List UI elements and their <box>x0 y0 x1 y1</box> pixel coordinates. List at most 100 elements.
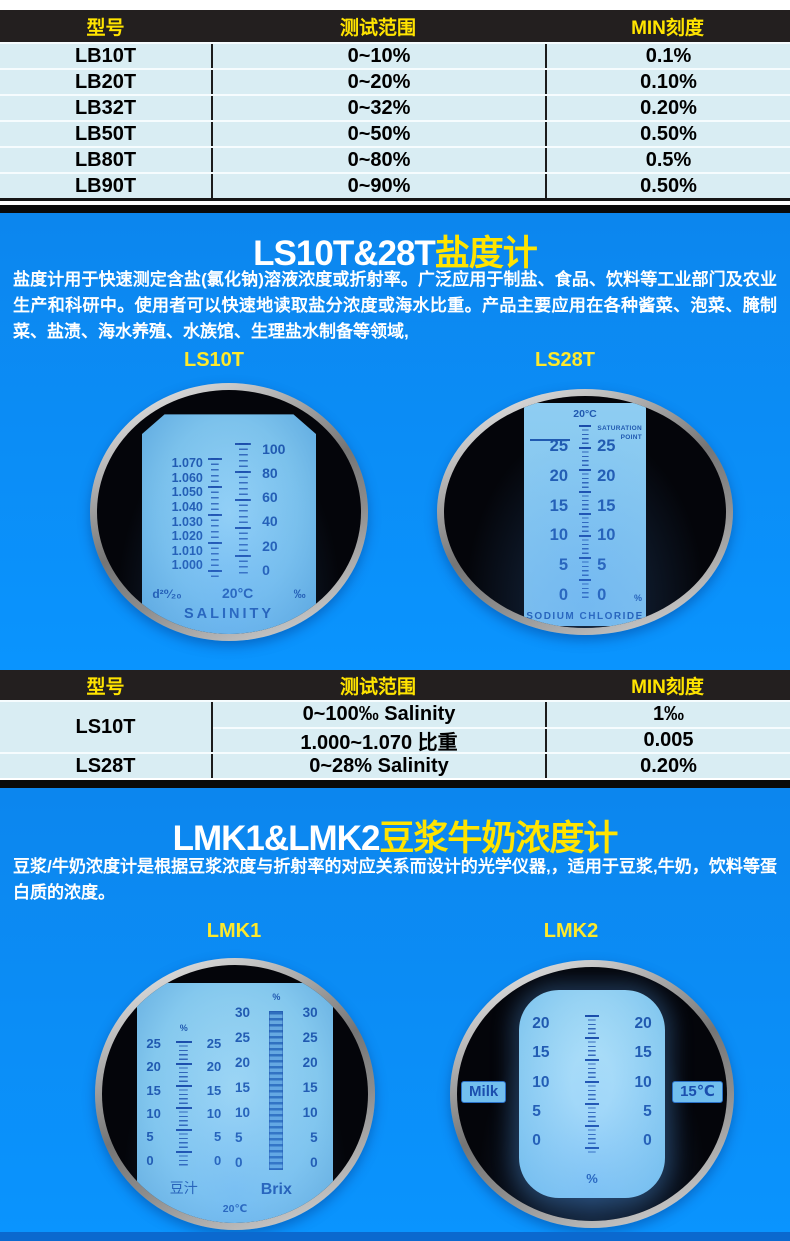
section-salinity-description: 盐度计用于快速测定含盐(氯化钠)溶液浓度或折射率。广泛应用于制盐、食品、饮料等工… <box>13 270 777 341</box>
table1-header-row: 型号 测试范围 MIN刻度 <box>0 10 790 42</box>
cell-range: 0~50% <box>211 122 545 146</box>
ls-series-spec-table: 型号 测试范围 MIN刻度 LS10T 0~100‰ Salinity 1‰ 1… <box>0 670 790 781</box>
title-product-text: 盐度计 <box>434 234 538 273</box>
scale-row: 20 20 <box>235 1055 318 1070</box>
scale-value: 25 <box>146 1035 161 1051</box>
scale-ticks <box>175 1041 193 1168</box>
section-milk-title: LMK1&LMK2豆浆牛奶浓度计 <box>0 810 790 861</box>
eyepiece-lens: 20°C SATURATION POINT 25 20 15 10 5 0 25 20 15 1… <box>444 396 726 628</box>
scale-tick-bar <box>268 1011 283 1171</box>
reticle-ls10t: 1.070 1.060 1.050 1.040 1.030 1.020 1.010 1.000… <box>90 383 368 641</box>
scale-value: 1.000 <box>171 558 203 573</box>
scale-row: 0 0 <box>235 1155 318 1170</box>
scale-row: 15 15 <box>235 1080 318 1095</box>
scale-value: 20 <box>549 467 569 486</box>
scale-value: 0 <box>597 585 607 604</box>
scale-value: 15 <box>235 1079 251 1095</box>
cell-model: LB80T <box>74 148 137 171</box>
lmk1-left-rows: 25 25 20 20 15 15 10 10 <box>146 1036 221 1168</box>
spec-subrow: 0~100‰ Salinity 1‰ <box>213 702 790 727</box>
cell-min: 0.5% <box>545 148 790 172</box>
reticle-lmk1: % 25 25 20 20 15 15 <box>95 958 375 1230</box>
cell-min: 0.005 <box>545 729 790 752</box>
black-divider-bar <box>0 780 790 788</box>
soy-juice-caption: 豆汁 <box>169 1179 198 1196</box>
scale-row: 15 15 <box>532 1044 652 1062</box>
title-product-text: 豆浆牛奶浓度计 <box>379 819 618 858</box>
scale-value: 1.070 <box>171 456 203 471</box>
cell-model: LB20T <box>74 70 137 93</box>
lmk1-left-scale: % 25 25 20 20 15 15 <box>146 1023 221 1168</box>
reticle-label-ls28t: LS28T <box>534 349 596 371</box>
cell-range: 0~10% <box>211 44 545 68</box>
scale-value: 1.030 <box>171 514 203 529</box>
cell-min: 0.50% <box>545 174 790 198</box>
lmk1-right-scale: % 30 30 25 25 20 20 <box>235 992 318 1171</box>
scale-value: 40 <box>262 513 278 530</box>
scale-value: 20 <box>302 1054 318 1070</box>
scale-value: 30 <box>235 1004 251 1020</box>
scale-row: 10 10 <box>146 1106 221 1121</box>
scale-value: 80 <box>262 464 278 481</box>
density-symbol: d²⁰⁄₂₀ <box>152 587 182 602</box>
ls10t-footnote-row: d²⁰⁄₂₀ 20°C ‰ <box>152 585 305 601</box>
scale-value: 15 <box>634 1044 652 1062</box>
scale-row: 20 20 <box>146 1059 221 1074</box>
table1-header-range: 测试范围 <box>339 17 416 39</box>
scale-value: 10 <box>634 1073 652 1091</box>
cell-model: LS10T <box>75 715 136 738</box>
eyepiece-lens: 20 20 15 15 10 10 5 5 0 <box>457 967 727 1221</box>
title-model-text: LS10T&28T <box>253 234 436 273</box>
ls28t-left-scale-labels: 25 20 15 10 5 0 <box>530 437 568 604</box>
cell-range: 0~100‰ Salinity <box>302 703 456 725</box>
table-row-ls10t: LS10T 0~100‰ Salinity 1‰ 1.000~1.070 比重 … <box>0 700 790 754</box>
scale-value: 0 <box>532 1132 541 1150</box>
scale-value: 20 <box>206 1059 222 1075</box>
cell-min: 1‰ <box>545 702 790 727</box>
reticle-ls28t: 20°C SATURATION POINT 25 20 15 10 5 0 25 20 15 1… <box>437 389 733 635</box>
eyepiece-lens: % 25 25 20 20 15 15 <box>102 965 368 1223</box>
table2-header-range: 测试范围 <box>339 676 416 698</box>
scale-value: 5 <box>532 1102 541 1120</box>
scale-value: 5 <box>558 555 569 574</box>
scale-value: 0 <box>213 1152 222 1168</box>
section-salinity: LS10T&28T盐度计 盐度计用于快速测定含盐(氯化钠)溶液浓度或折射率。广泛… <box>0 213 790 670</box>
scale-value: 20 <box>634 1014 652 1032</box>
scale-value: 5 <box>310 1130 318 1146</box>
cell-range: 0~90% <box>211 174 545 198</box>
percent-unit: % <box>272 991 281 1002</box>
cell-model: LB50T <box>74 122 137 145</box>
milk-badge: Milk <box>461 1081 507 1104</box>
cell-min: 0.20% <box>545 754 790 778</box>
ls28t-scale-panel: 20°C SATURATION POINT 25 20 15 10 5 0 25 20 15 1… <box>524 402 646 626</box>
scale-value: 1.050 <box>171 485 203 500</box>
table-row: LB90T 0~90% 0.50% <box>0 172 790 198</box>
reticle-label-lmk1: LMK1 <box>206 920 262 942</box>
scale-value: 1.040 <box>171 499 203 514</box>
scale-row: 5 5 <box>532 1103 652 1121</box>
permille-unit: ‰ <box>293 587 306 602</box>
scale-value: 20 <box>532 1014 550 1032</box>
scale-value: 25 <box>302 1029 318 1045</box>
table2-header-model: 型号 <box>86 676 125 698</box>
scale-row: 20 20 <box>532 1015 652 1033</box>
scale-row: 25 25 <box>235 1030 318 1045</box>
cell-min: 0.20% <box>545 96 790 120</box>
cell-range: 0~28% Salinity <box>211 754 545 778</box>
section-milk-description: 豆浆/牛奶浓度计是根据豆浆浓度与折射率的对应关系而设计的光学仪器,，适用于豆浆,… <box>13 857 777 902</box>
scale-value: 0 <box>262 561 270 578</box>
scale-row: 5 5 <box>146 1129 221 1144</box>
scale-value: 20 <box>262 537 278 554</box>
cell-range: 1.000~1.070 比重 <box>300 732 458 754</box>
table2-body: LS10T 0~100‰ Salinity 1‰ 1.000~1.070 比重 … <box>0 700 790 781</box>
title-model-text: LMK1&LMK2 <box>172 819 381 858</box>
table-row-ls28t: LS28T 0~28% Salinity 0.20% <box>0 752 790 778</box>
section-salinity-title: LS10T&28T盐度计 <box>0 225 790 276</box>
bottom-edge-strip <box>0 1232 790 1241</box>
scale-value: 0 <box>146 1152 154 1168</box>
scale-value: 25 <box>597 437 616 456</box>
scale-row: 0 0 <box>532 1132 652 1150</box>
scale-ticks <box>584 1014 600 1155</box>
saturation-point-note: SATURATION POINT <box>597 425 643 441</box>
temperature-label: 20°C <box>573 407 597 420</box>
